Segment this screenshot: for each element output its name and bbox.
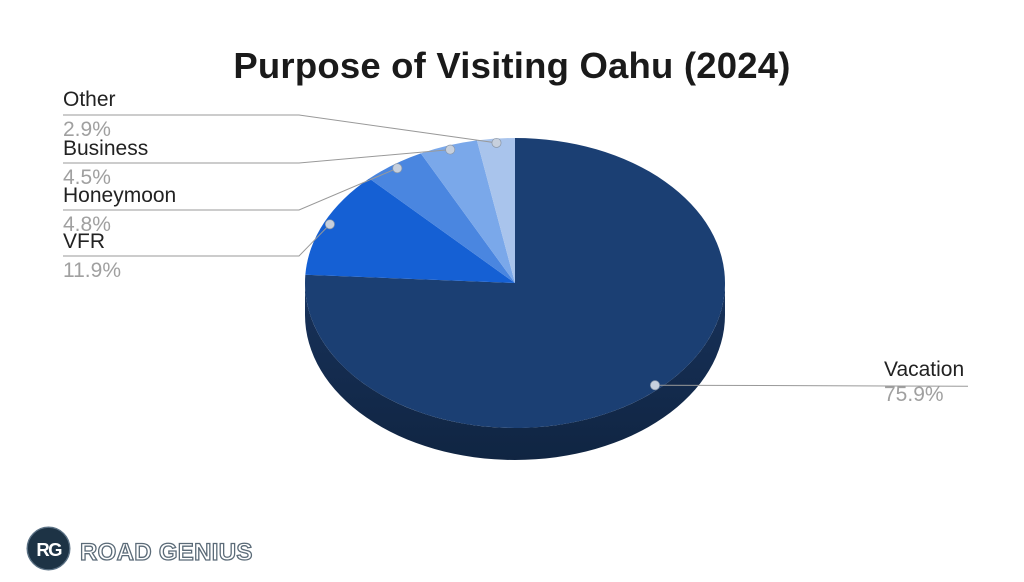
svg-text:RG: RG <box>36 539 62 560</box>
